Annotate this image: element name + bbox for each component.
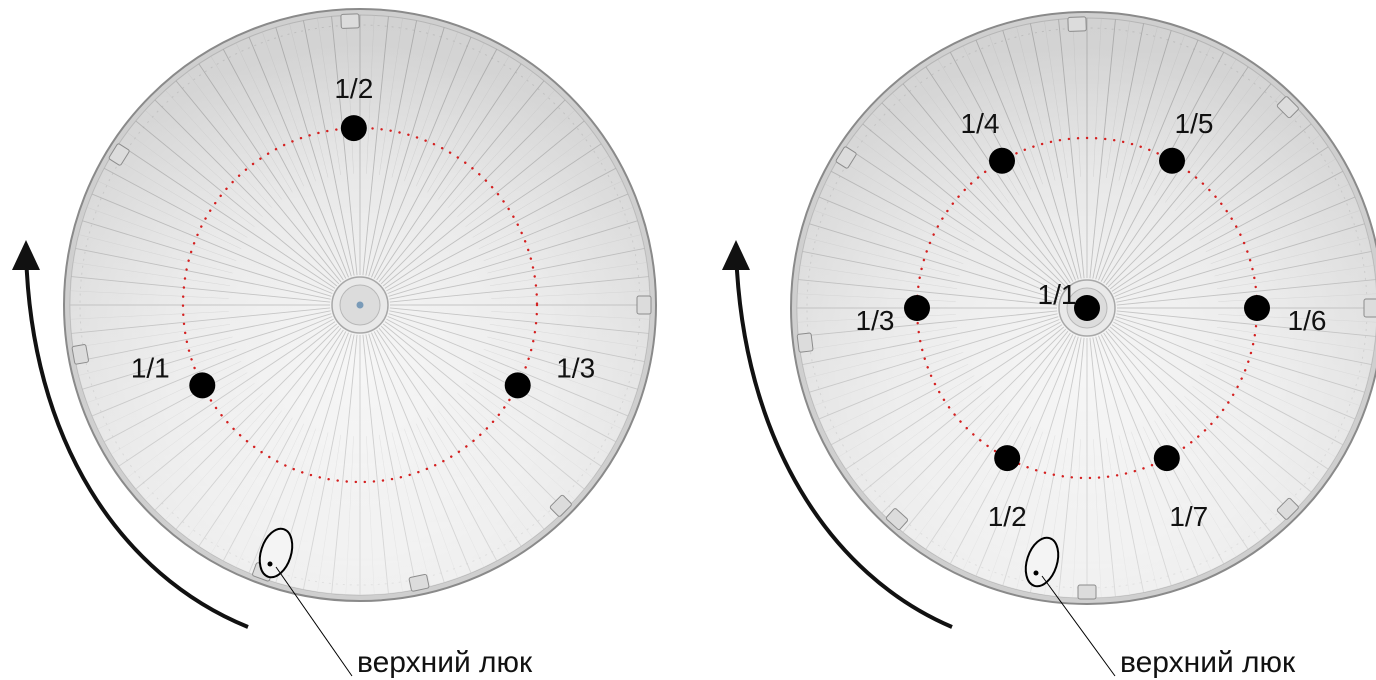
callout-leader bbox=[275, 566, 353, 677]
tank-diagram-left: 1/2 1/1 1/3 верхний люк bbox=[12, 8, 657, 679]
sample-point bbox=[504, 372, 531, 399]
roof-edge-hatch bbox=[1276, 96, 1299, 119]
callout-label: верхний люк bbox=[357, 646, 533, 679]
sample-point-label: 1/3 bbox=[856, 305, 895, 336]
sample-point bbox=[340, 115, 367, 142]
sample-point-label: 1/4 bbox=[961, 108, 1000, 139]
roof-edge-hatch bbox=[340, 13, 360, 29]
sample-point-label: 1/2 bbox=[334, 73, 373, 104]
sample-point-label: 1/7 bbox=[1169, 501, 1208, 532]
hatch-dot bbox=[1033, 570, 1039, 576]
roof-edge-hatch bbox=[71, 344, 89, 365]
sample-point bbox=[1159, 147, 1185, 174]
sample-point bbox=[994, 445, 1021, 472]
sample-point-label: 1/3 bbox=[556, 352, 595, 383]
rotation-arrow-icon bbox=[734, 249, 953, 629]
roof-edge-hatch bbox=[835, 146, 857, 169]
sample-point-label: 1/1 bbox=[131, 352, 170, 383]
tank-diagram-right: 1/1 1/2 1/3 1/4 1/5 1/6 1/7 верхний люк bbox=[722, 11, 1376, 679]
callout-leader bbox=[1041, 575, 1116, 677]
sample-point bbox=[1153, 445, 1180, 472]
roof-edge-hatch bbox=[1363, 298, 1376, 318]
roof-edge-hatch bbox=[549, 494, 572, 517]
roof-edge-hatch bbox=[796, 332, 814, 353]
sample-point bbox=[1074, 295, 1100, 321]
roof-edge-hatch bbox=[108, 143, 130, 166]
sample-point bbox=[1244, 295, 1270, 321]
rotation-arrowhead-icon bbox=[722, 240, 750, 270]
sample-point-label: 1/2 bbox=[988, 501, 1027, 532]
center-vent bbox=[356, 301, 364, 309]
roof-edge-hatch bbox=[1276, 497, 1299, 520]
callout-label: верхний люк bbox=[1120, 646, 1296, 679]
sample-point bbox=[904, 295, 930, 321]
roof-edge-hatch bbox=[1067, 16, 1087, 32]
rotation-arrowhead-icon bbox=[12, 240, 40, 270]
sample-point bbox=[989, 147, 1015, 174]
sample-point-label: 1/6 bbox=[1288, 305, 1327, 336]
roof-edge-hatch bbox=[636, 295, 652, 315]
sample-point-label: 1/5 bbox=[1175, 108, 1214, 139]
sampling-ring bbox=[181, 126, 539, 484]
roof-edge-hatch bbox=[408, 573, 430, 592]
roof-edge-hatch bbox=[1077, 584, 1097, 600]
sample-point bbox=[189, 372, 216, 399]
hatch-dot bbox=[267, 561, 273, 567]
tank-roof-left bbox=[63, 8, 657, 602]
sample-point-label: 1/1 bbox=[1038, 279, 1077, 310]
roof-edge-hatch bbox=[885, 508, 909, 530]
rotation-arrow-icon bbox=[24, 249, 249, 629]
